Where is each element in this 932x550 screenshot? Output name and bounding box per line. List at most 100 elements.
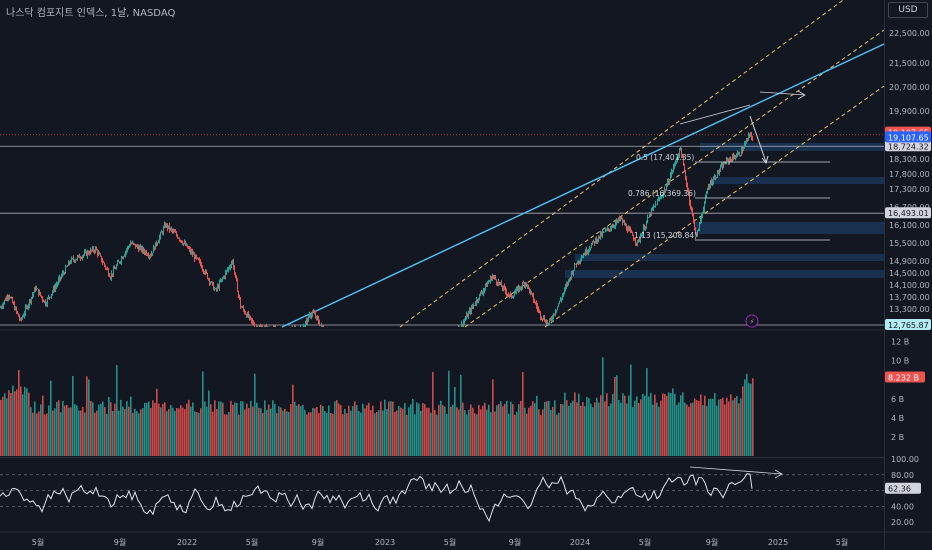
volume-bar bbox=[194, 411, 196, 456]
volume-bar bbox=[484, 402, 486, 456]
volume-bar bbox=[440, 400, 442, 456]
volume-bar bbox=[424, 404, 426, 456]
time-tick-label: 9월 bbox=[114, 537, 126, 547]
time-tick-label: 9월 bbox=[312, 537, 324, 547]
volume-bar bbox=[512, 404, 514, 456]
volume-bar bbox=[18, 370, 20, 456]
volume-bar bbox=[666, 395, 668, 456]
volume-bar bbox=[544, 401, 546, 456]
divergence-arrow bbox=[689, 466, 783, 475]
volume-bar bbox=[426, 407, 428, 456]
volume-bar bbox=[702, 405, 704, 456]
volume-bar bbox=[624, 395, 626, 456]
volume-bar bbox=[394, 412, 396, 456]
volume-bar bbox=[122, 406, 124, 456]
volume-bar bbox=[708, 398, 710, 456]
volume-bar bbox=[464, 410, 466, 456]
volume-bar bbox=[24, 386, 26, 456]
volume-bar bbox=[96, 410, 98, 456]
price-tick-label: 14,100.00 bbox=[889, 281, 930, 290]
volume-bar bbox=[618, 400, 620, 456]
volume-bar bbox=[348, 405, 350, 456]
volume-bar bbox=[276, 413, 278, 456]
volume-bar bbox=[278, 406, 280, 456]
volume-bar bbox=[718, 399, 720, 456]
volume-bar bbox=[534, 403, 536, 456]
chart-title: 나스닥 컴포지트 인덱스, 1날, NASDAQ bbox=[6, 8, 176, 19]
volume-bar bbox=[16, 389, 18, 456]
volume-bar bbox=[712, 398, 714, 456]
demand-zone bbox=[695, 222, 884, 234]
volume-bar bbox=[0, 399, 2, 456]
volume-bar bbox=[164, 402, 166, 456]
volume-bar bbox=[414, 414, 416, 456]
volume-bar bbox=[280, 407, 282, 456]
volume-bar bbox=[90, 400, 92, 456]
volume-tick-label: 2 B bbox=[891, 433, 904, 442]
volume-bar bbox=[728, 401, 730, 456]
volume-bar bbox=[384, 399, 386, 456]
volume-bar bbox=[26, 388, 28, 456]
volume-bar bbox=[184, 409, 186, 456]
volume-bar bbox=[684, 402, 686, 456]
volume-bar bbox=[502, 406, 504, 456]
volume-bar bbox=[540, 414, 542, 456]
volume-bar bbox=[362, 403, 364, 456]
volume-bar bbox=[136, 411, 138, 456]
volume-bar bbox=[152, 400, 154, 456]
volume-bar bbox=[582, 401, 584, 456]
volume-bar bbox=[130, 396, 132, 456]
channel-line bbox=[399, 0, 845, 328]
volume-bar bbox=[430, 412, 432, 456]
volume-bar bbox=[716, 405, 718, 456]
oscillator-last-label: 62.36 bbox=[888, 485, 911, 494]
time-tick-label: 2025 bbox=[768, 538, 788, 547]
volume-bar bbox=[46, 413, 48, 456]
volume-bar bbox=[562, 404, 564, 456]
volume-bar bbox=[520, 400, 522, 456]
volume-bar bbox=[346, 413, 348, 456]
volume-bar bbox=[400, 407, 402, 456]
volume-bar bbox=[644, 395, 646, 456]
volume-bar bbox=[262, 413, 264, 456]
volume-bar bbox=[576, 402, 578, 456]
volume-bar bbox=[148, 401, 150, 456]
volume-bar bbox=[524, 407, 526, 456]
volume-bar bbox=[676, 404, 678, 456]
volume-bar bbox=[654, 394, 656, 456]
volume-bar bbox=[174, 410, 176, 456]
volume-bar bbox=[70, 407, 72, 456]
volume-bar bbox=[162, 403, 164, 456]
volume-bar bbox=[630, 364, 632, 456]
volume-last-label: 8.232 B bbox=[888, 373, 919, 382]
volume-bar bbox=[240, 401, 242, 456]
volume-bar bbox=[552, 406, 554, 456]
volume-bar bbox=[590, 403, 592, 456]
volume-bar bbox=[638, 403, 640, 456]
volume-bar bbox=[548, 400, 550, 456]
volume-bar bbox=[692, 402, 694, 456]
volume-bar bbox=[656, 402, 658, 456]
oscillator-tick-label: 100.00 bbox=[891, 455, 919, 464]
volume-bar bbox=[472, 407, 474, 456]
volume-bar bbox=[212, 411, 214, 456]
volume-bar bbox=[554, 400, 556, 456]
demand-zone bbox=[710, 177, 884, 184]
volume-bar bbox=[22, 394, 24, 456]
volume-bar bbox=[172, 407, 174, 456]
volume-bar bbox=[76, 405, 78, 456]
volume-bar bbox=[694, 398, 696, 456]
time-tick-label: 5월 bbox=[836, 537, 848, 547]
price-tick-label: 14,900.00 bbox=[889, 257, 930, 266]
volume-bar bbox=[726, 397, 728, 456]
volume-bar bbox=[750, 383, 752, 456]
currency-button[interactable]: USD bbox=[888, 2, 928, 18]
volume-bar bbox=[166, 411, 168, 456]
volume-bar bbox=[250, 400, 252, 456]
volume-bar bbox=[100, 403, 102, 456]
volume-bar bbox=[134, 408, 136, 456]
price-tick-label: 17,300.00 bbox=[889, 185, 930, 194]
volume-bar bbox=[72, 375, 74, 456]
volume-bar bbox=[50, 380, 52, 456]
